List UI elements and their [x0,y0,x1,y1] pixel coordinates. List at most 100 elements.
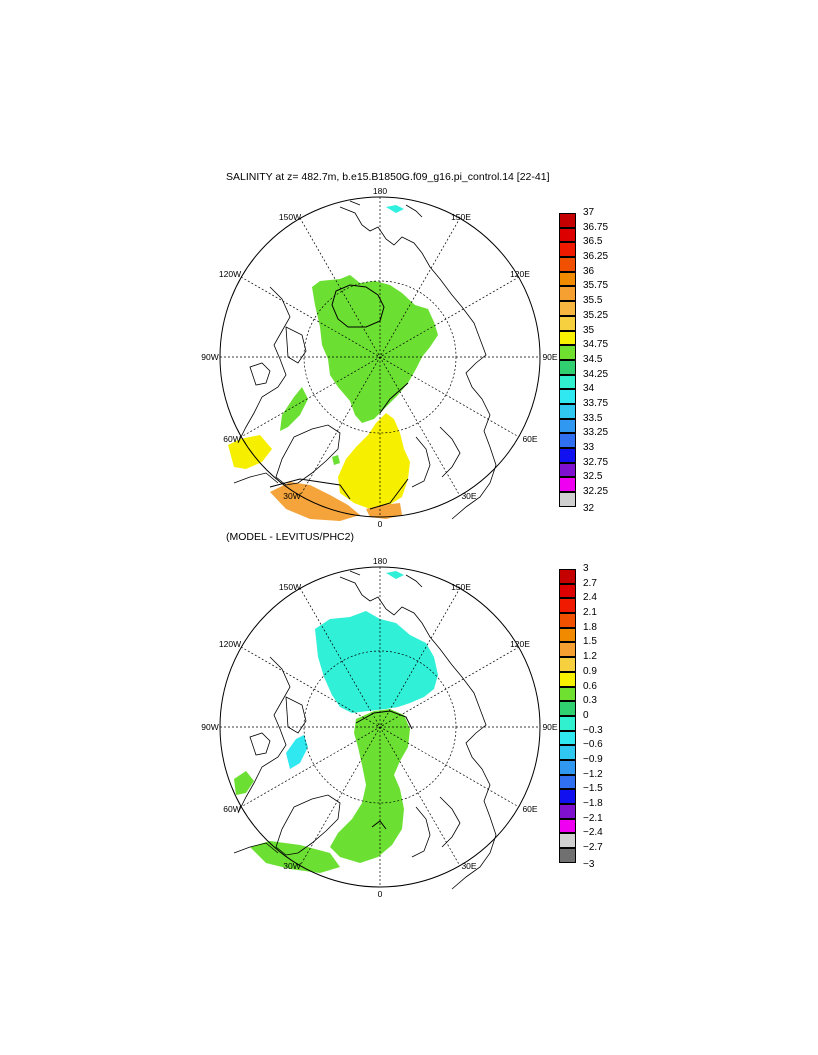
colorbar-row: 2.1 [559,607,619,628]
colorbar-row: 2.4 [559,592,619,614]
colorbar-swatch [559,462,576,478]
panel-title: (MODEL - LEVITUS/PHC2) [226,531,354,543]
lon-label: 180 [373,556,387,566]
colorbar-swatch [559,569,576,584]
colorbar-label: 0 [583,709,589,721]
colorbar-label: 35.75 [583,280,609,292]
colorbar-label: 3 [583,563,589,574]
colorbar-row: 33 [559,442,619,463]
colorbar-swatch [559,789,576,804]
colorbar-swatch [559,613,576,628]
colorbar-label: −0.3 [583,724,603,736]
colorbar-label: −1.5 [583,783,603,795]
colorbar-row: −2.7 −3 [559,842,619,870]
colorbar-label: 36 [583,265,595,277]
colorbar-label: 32.75 [583,456,609,468]
colorbar: 37 36.75 36.5 36.25 36 35.75 35.5 35.25 35 34.75 3… [559,207,619,514]
colorbar-label: 0.6 [583,680,597,692]
colorbar-row: −0.3 [559,725,619,746]
colorbar-row: −1.2 [559,769,619,790]
colorbar-row: 34.5 [559,354,619,375]
salinity-panel: SALINITY at z= 482.7m, b.e15.B1850G.f09_… [0,165,818,529]
colorbar-row: −2.1 [559,813,619,834]
colorbar-row: 0.3 [559,695,619,716]
colorbar-label: 32.5 [583,471,603,483]
colorbar-label: 32.25 [583,486,609,498]
colorbar-swatch [559,745,576,760]
lon-label: 150E [451,212,471,222]
colorbar-row: −2.4 [559,827,619,849]
colorbar-swatch [559,671,576,687]
lon-label: 60E [522,434,537,444]
colorbar-label: −0.6 [583,739,603,751]
lon-label: 60W [223,804,240,814]
lon-label: 90E [542,722,557,732]
colorbar-label: 35.25 [583,309,609,321]
colorbar-row: −1.5 [559,783,619,804]
lon-label: 0 [378,519,383,529]
colorbar-row: 37 [559,207,619,228]
colorbar-label: 34.5 [583,353,603,365]
colorbar-row: 2.7 [559,578,619,599]
colorbar-row: 0 [559,710,619,731]
colorbar-label: 2.7 [583,577,597,589]
colorbar-swatch [559,315,576,331]
colorbar-label: 2.4 [583,592,597,604]
colorbar-label: 37 [583,207,595,218]
colorbar-swatch [559,213,576,228]
colorbar-label: −2.4 [583,827,603,839]
lon-label: 60E [522,804,537,814]
colorbar-label: 2.1 [583,607,597,619]
colorbar-swatch [559,418,576,434]
colorbar-row: 33.5 [559,413,619,434]
lon-label: 150E [451,582,471,592]
difference-field [234,571,438,873]
colorbar-swatch [559,701,576,716]
colorbar-row: 0.9 [559,666,619,687]
colorbar-row: 36.25 [559,251,619,272]
colorbar-label: 32 [583,502,595,514]
lon-label: 0 [378,889,383,899]
colorbar-swatch [559,359,576,375]
colorbar-swatch [559,642,576,658]
colorbar-row: 0.6 [559,681,619,702]
colorbar-label: 34.75 [583,339,609,351]
colorbar-label: 35.5 [583,295,603,307]
colorbar-row: 36.75 [559,222,619,243]
colorbar-label: 36.25 [583,251,609,263]
lon-label: 150W [279,582,301,592]
lon-label: 90W [201,722,218,732]
colorbar-label: 33 [583,442,595,453]
lon-label: 120W [219,269,241,279]
colorbar-label: 0.3 [583,695,597,707]
colorbar-label: −0.9 [583,753,603,765]
colorbar-row: 3 [559,563,619,584]
lon-label: 30E [461,491,476,501]
lon-label: 30W [283,491,300,501]
lon-label: 90E [542,352,557,362]
colorbar-row: 34.75 [559,339,619,360]
colorbar-swatch [559,848,576,863]
colorbar-swatch [559,345,576,360]
colorbar-label: −2.7 [583,842,603,854]
colorbar-swatch [559,598,576,614]
colorbar-row: 35.25 [559,310,619,331]
colorbar-swatch [559,686,576,702]
colorbar-row: 35.75 [559,280,619,302]
colorbar-swatch [559,759,576,775]
colorbar-label: 1.2 [583,651,597,663]
colorbar-swatch [559,627,576,643]
colorbar-row: −1.8 [559,798,619,819]
polar-map: 180 150E 120E 90E 60E 30E 0 30W 60W 90W … [201,556,558,899]
colorbar-swatch [559,389,576,404]
colorbar-row: 33.25 [559,427,619,448]
colorbar-label: 33.75 [583,397,609,409]
colorbar-label: −1.2 [583,768,603,780]
graticule [220,567,540,887]
colorbar-swatch [559,730,576,746]
lon-label: 120E [510,639,530,649]
lon-label: 150W [279,212,301,222]
colorbar-swatch [559,301,576,316]
colorbar-label: 0.9 [583,665,597,677]
colorbar-swatch [559,257,576,272]
